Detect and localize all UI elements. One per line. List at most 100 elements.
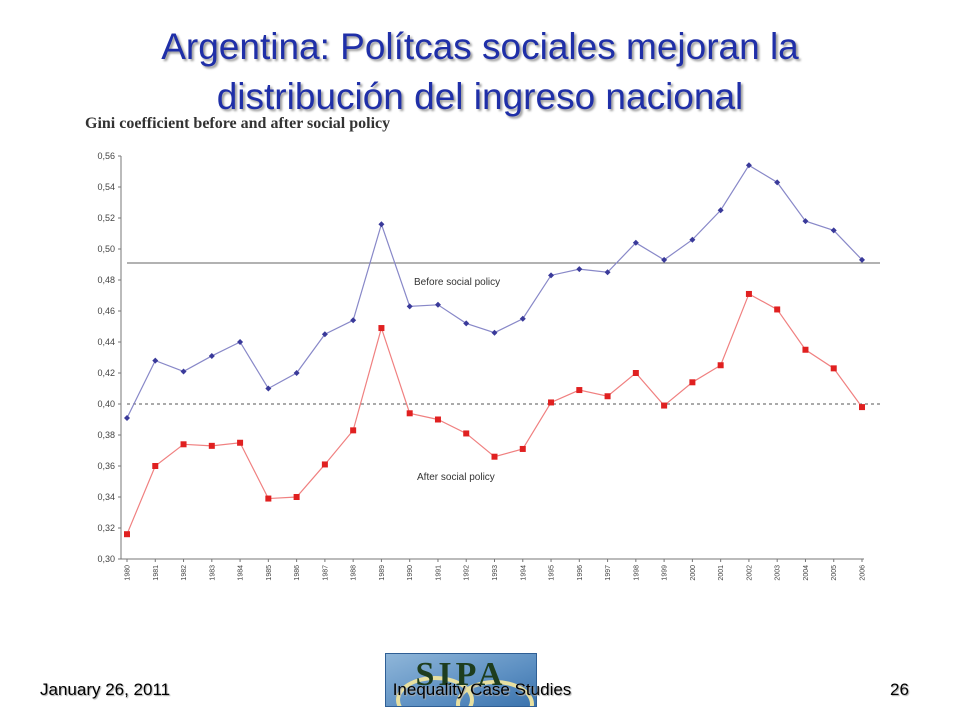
- x-tick-label: 1993: [492, 565, 499, 581]
- y-tick-label: 0,52: [97, 213, 115, 223]
- data-point-before: [124, 414, 130, 421]
- x-tick-label: 1984: [238, 565, 245, 581]
- x-tick-label: 1999: [662, 565, 669, 581]
- data-point-before: [265, 385, 272, 392]
- data-point-before: [293, 370, 300, 376]
- data-point-after: [519, 445, 526, 452]
- data-point-before: [604, 269, 611, 276]
- sipa-logo: SIPA: [385, 653, 537, 707]
- data-point-before: [406, 303, 413, 310]
- data-point-after: [406, 410, 413, 417]
- y-tick-label: 0,38: [97, 430, 115, 440]
- x-tick-label: 1990: [407, 565, 414, 581]
- data-point-before: [350, 317, 357, 324]
- data-point-before: [434, 301, 441, 308]
- data-point-before: [830, 227, 837, 234]
- x-tick-label: 2000: [690, 565, 697, 581]
- x-tick-label: 2004: [803, 565, 810, 581]
- x-tick-label: 1986: [294, 565, 301, 581]
- x-tick-label: 1997: [605, 565, 612, 581]
- x-tick-label: 2003: [775, 565, 782, 581]
- chart-title: Gini coefficient before and after social…: [85, 115, 391, 132]
- data-point-after: [859, 404, 865, 411]
- data-point-before: [689, 236, 696, 243]
- data-point-after: [632, 370, 639, 376]
- x-tick-label: 1982: [181, 565, 188, 581]
- y-tick-label: 0,32: [97, 523, 115, 533]
- data-point-before: [717, 207, 724, 214]
- data-point-before: [321, 331, 328, 338]
- x-tick-label: 1985: [266, 565, 273, 581]
- data-point-after: [548, 399, 555, 406]
- x-tick-label: 1983: [209, 565, 216, 581]
- data-point-after: [802, 346, 809, 353]
- x-tick-label: 1989: [379, 565, 386, 581]
- data-point-after: [604, 393, 611, 400]
- data-point-after: [745, 290, 752, 297]
- data-point-after: [463, 430, 470, 437]
- data-point-before: [208, 352, 215, 359]
- y-tick-label: 0,46: [97, 306, 115, 316]
- x-tick-label: 1992: [464, 565, 471, 581]
- data-point-before: [576, 266, 583, 273]
- x-tick-label: 1981: [153, 565, 160, 581]
- data-point-after: [293, 494, 300, 500]
- y-tick-label: 0,44: [97, 337, 115, 347]
- data-point-before: [237, 339, 244, 345]
- data-point-after: [434, 416, 441, 423]
- data-point-after: [830, 365, 837, 372]
- y-tick-label: 0,48: [97, 275, 115, 285]
- x-tick-label: 2006: [860, 565, 867, 581]
- x-tick-label: 1987: [322, 565, 329, 581]
- data-point-after: [774, 306, 781, 313]
- data-point-before: [745, 162, 752, 169]
- slide-title-line2: distribución del ingreso nacional: [216, 76, 744, 117]
- data-point-before: [661, 256, 668, 263]
- y-tick-label: 0,50: [97, 244, 115, 254]
- y-tick-label: 0,54: [97, 182, 115, 192]
- data-point-before: [180, 368, 187, 375]
- data-point-before: [774, 179, 781, 186]
- y-tick-label: 0,30: [97, 554, 115, 564]
- footer-center-text: Inequality Case Studies: [392, 680, 572, 699]
- x-tick-label: 1996: [577, 565, 584, 581]
- data-point-before: [802, 218, 809, 225]
- data-point-after: [689, 379, 696, 386]
- data-point-before: [859, 256, 865, 263]
- series-label-after: After social policy: [417, 472, 495, 483]
- data-point-before: [378, 221, 385, 228]
- slide-title-line1: Argentina: Polítcas sociales mejoran la: [161, 26, 799, 67]
- footer-date: January 26, 2011: [40, 680, 171, 699]
- data-point-after: [237, 439, 244, 446]
- data-point-after: [717, 362, 724, 369]
- data-point-before: [548, 272, 555, 279]
- y-tick-label: 0,42: [97, 368, 115, 378]
- data-point-before: [519, 315, 526, 322]
- x-tick-label: 1994: [520, 565, 527, 581]
- x-tick-label: 1995: [549, 565, 556, 581]
- data-point-after: [350, 427, 357, 434]
- data-point-after: [124, 531, 130, 538]
- data-point-after: [180, 441, 187, 448]
- x-tick-label: 1980: [125, 565, 132, 581]
- data-point-after: [661, 402, 668, 409]
- logo-text: SIPA: [415, 656, 507, 693]
- data-point-after: [152, 463, 159, 469]
- y-tick-label: 0,56: [97, 151, 115, 161]
- data-point-before: [463, 320, 470, 327]
- data-point-before: [152, 357, 159, 364]
- data-point-before: [632, 239, 639, 246]
- data-point-after: [576, 387, 583, 394]
- page-number: 26: [890, 680, 909, 699]
- data-point-after: [378, 325, 385, 332]
- data-point-after: [208, 442, 215, 449]
- series-label-before: Before social policy: [414, 277, 500, 288]
- x-tick-label: 1988: [351, 565, 358, 581]
- data-point-before: [491, 329, 498, 336]
- x-tick-label: 2005: [831, 565, 838, 581]
- y-tick-label: 0,34: [97, 492, 115, 502]
- slide-title: Argentina: Polítcas sociales mejoran la …: [40, 22, 920, 122]
- x-tick-label: 2002: [746, 565, 753, 581]
- x-tick-label: 1998: [633, 565, 640, 581]
